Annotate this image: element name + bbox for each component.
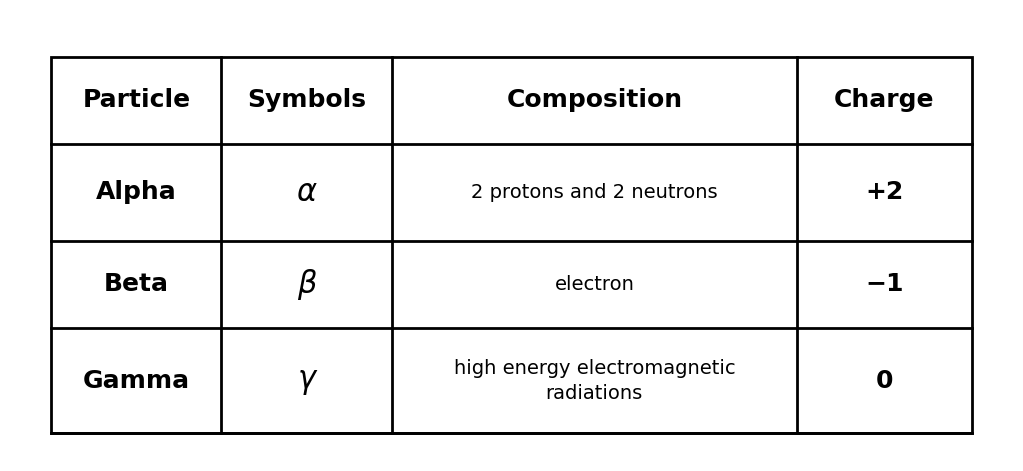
Text: 2 protons and 2 neutrons: 2 protons and 2 neutrons bbox=[471, 183, 718, 202]
Text: Charge: Charge bbox=[834, 89, 935, 113]
Text: −1: −1 bbox=[865, 272, 903, 296]
Text: 0: 0 bbox=[876, 369, 893, 393]
Text: +2: +2 bbox=[865, 180, 903, 204]
Text: γ: γ bbox=[298, 366, 316, 395]
Text: Composition: Composition bbox=[506, 89, 682, 113]
Text: α: α bbox=[297, 178, 317, 207]
Text: Beta: Beta bbox=[103, 272, 169, 296]
Text: Alpha: Alpha bbox=[96, 180, 177, 204]
Text: high energy electromagnetic
radiations: high energy electromagnetic radiations bbox=[453, 359, 736, 403]
Text: Gamma: Gamma bbox=[83, 369, 190, 393]
Text: Particle: Particle bbox=[82, 89, 190, 113]
Text: Symbols: Symbols bbox=[248, 89, 366, 113]
Text: electron: electron bbox=[554, 275, 634, 294]
Bar bbox=[51, 57, 972, 433]
Text: β: β bbox=[297, 269, 316, 300]
